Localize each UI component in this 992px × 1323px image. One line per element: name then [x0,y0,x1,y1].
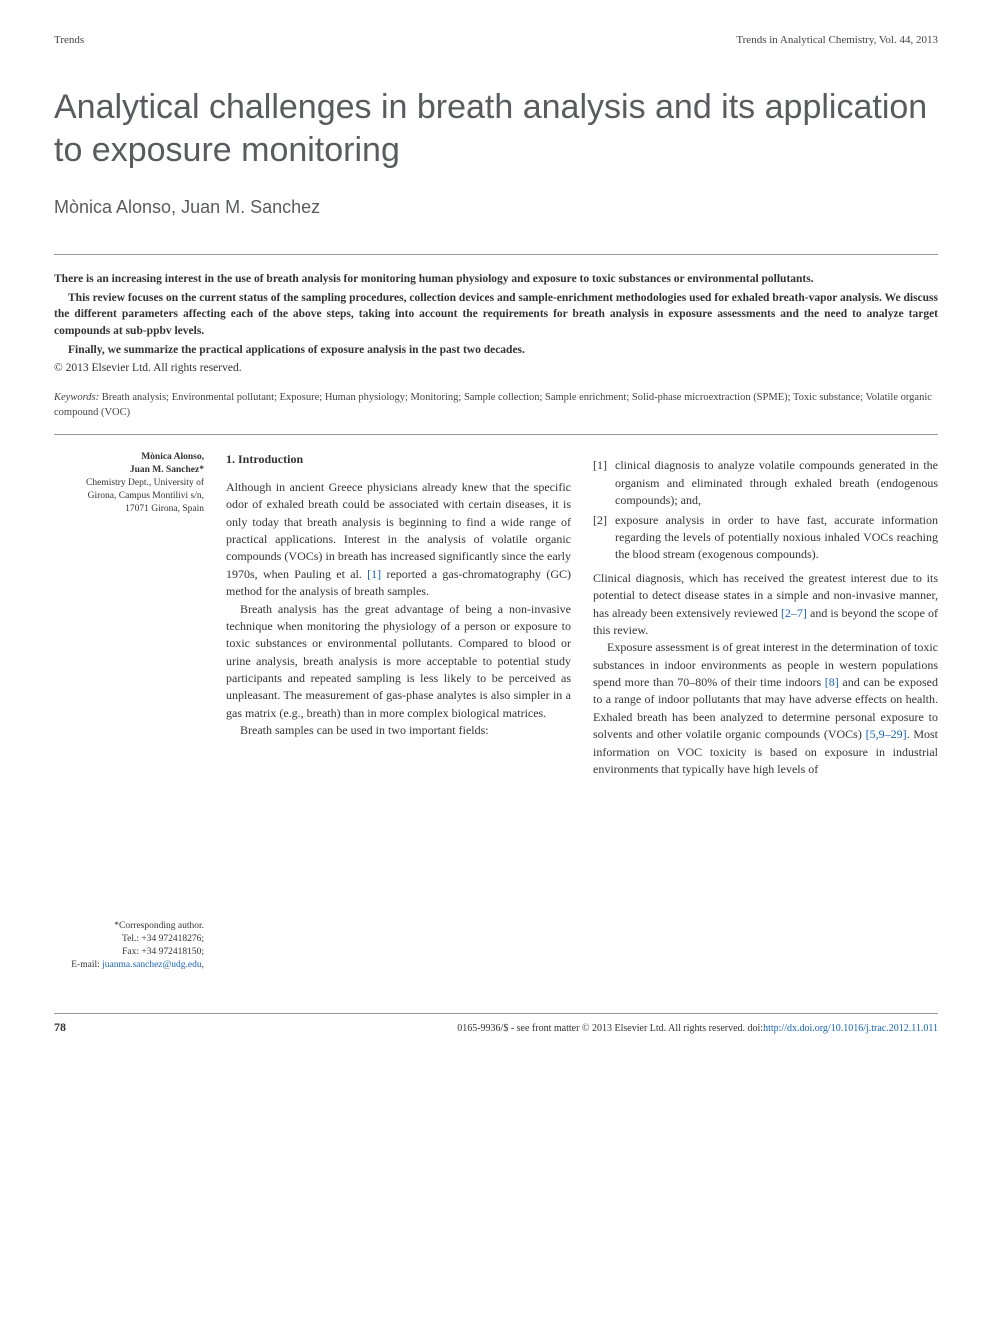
section-heading-intro: 1. Introduction [226,451,571,468]
body-column-1: 1. Introduction Although in ancient Gree… [226,451,571,971]
main-grid: Mònica Alonso, Juan M. Sanchez* Chemistr… [54,451,938,971]
intro-p2: Breath analysis has the great advantage … [226,601,571,723]
corresponding-label: *Corresponding author. [54,920,204,933]
ref-link-1[interactable]: [1] [367,567,381,581]
sidebar-author-1: Mònica Alonso, [54,451,204,464]
sidebar-author-2: Juan M. Sanchez* [54,464,204,477]
enumerated-list: clinical diagnosis to analyze volatile c… [593,457,938,563]
abstract-copyright: © 2013 Elsevier Ltd. All rights reserved… [54,360,938,377]
corresponding-block: *Corresponding author. Tel.: +34 9724182… [54,920,204,971]
col2-p2: Exposure assessment is of great interest… [593,639,938,778]
abstract-block: There is an increasing interest in the u… [54,271,938,377]
corresponding-email-link[interactable]: juanma.sanchez@udg.edu [102,960,202,970]
email-trail: , [202,960,204,970]
keywords-label: Keywords: [54,392,99,403]
running-header: Trends Trends in Analytical Chemistry, V… [54,34,938,46]
divider-top [54,254,938,255]
list-item-2: exposure analysis in order to have fast,… [615,512,938,564]
abstract-p2: This review focuses on the current statu… [54,290,938,340]
page-number: 78 [54,1020,66,1035]
abstract-p1: There is an increasing interest in the u… [54,271,938,288]
ref-link-8[interactable]: [8] [825,675,839,689]
body-column-2: clinical diagnosis to analyze volatile c… [593,451,938,971]
affiliation-line-2: Girona, Campus Montilivi s/n, [54,490,204,503]
keywords-block: Keywords: Breath analysis; Environmental… [54,391,938,420]
corresponding-fax: Fax: +34 972418150; [54,946,204,959]
header-left: Trends [54,34,84,46]
footer-meta: 0165-9936/$ - see front matter © 2013 El… [457,1023,938,1034]
intro-p1: Although in ancient Greece physicians al… [226,479,571,601]
ref-link-5-29[interactable]: [5,9–29] [866,727,907,741]
article-title: Analytical challenges in breath analysis… [54,86,938,171]
keywords-text: Breath analysis; Environmental pollutant… [54,392,932,418]
divider-bottom [54,434,938,435]
corresponding-email-line: E-mail: juanma.sanchez@udg.edu, [54,959,204,972]
author-sidebar: Mònica Alonso, Juan M. Sanchez* Chemistr… [54,451,204,971]
affiliation-line-1: Chemistry Dept., University of [54,477,204,490]
ref-link-2-7[interactable]: [2–7] [781,606,807,620]
affiliation-block: Mònica Alonso, Juan M. Sanchez* Chemistr… [54,451,204,515]
email-label: E-mail: [71,960,102,970]
list-item-1: clinical diagnosis to analyze volatile c… [615,457,938,509]
affiliation-line-3: 17071 Girona, Spain [54,503,204,516]
col2-p1: Clinical diagnosis, which has received t… [593,570,938,640]
header-right: Trends in Analytical Chemistry, Vol. 44,… [736,34,938,46]
footer-meta-text: 0165-9936/$ - see front matter © 2013 El… [457,1023,763,1034]
corresponding-tel: Tel.: +34 972418276; [54,933,204,946]
abstract-p3: Finally, we summarize the practical appl… [54,342,938,359]
authors-line: Mònica Alonso, Juan M. Sanchez [54,197,938,218]
intro-p3: Breath samples can be used in two import… [226,722,571,739]
page-footer: 78 0165-9936/$ - see front matter © 2013… [54,1013,938,1035]
doi-link[interactable]: http://dx.doi.org/10.1016/j.trac.2012.11… [763,1023,938,1034]
